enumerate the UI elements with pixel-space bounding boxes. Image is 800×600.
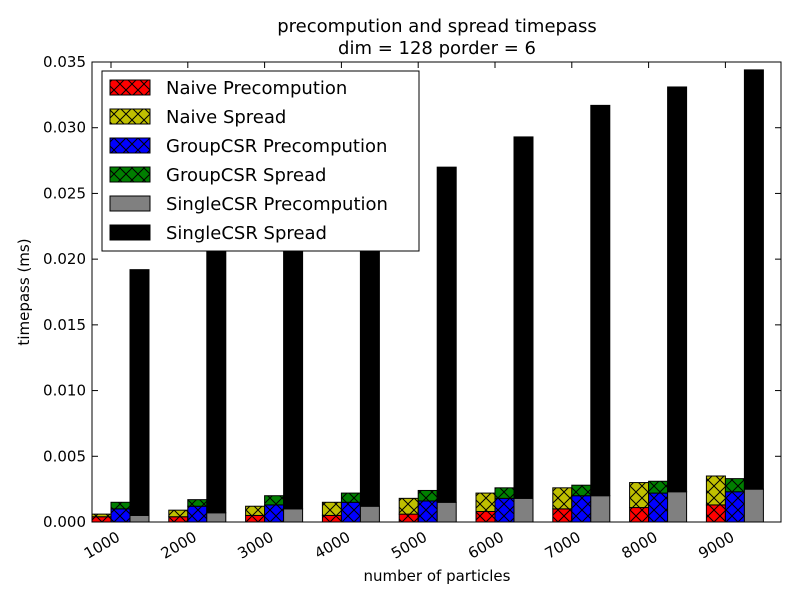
- bar-naive-spread-8000-hatch: [629, 482, 649, 508]
- legend-singlecsr-spread-label: SingleCSR Spread: [166, 223, 327, 244]
- bar-groupcsr-precompution-8000-hatch: [648, 493, 668, 522]
- bar-naive-precompution-1000-hatch: [92, 516, 111, 522]
- bar-singlecsr-spread-7000: [590, 104, 611, 497]
- bar-singlecsr-precompution-6000: [513, 497, 534, 523]
- legend: Naive Precompution Naive Spread GroupCSR P…: [101, 70, 420, 252]
- bar-naive-precompution-2000-hatch: [168, 516, 188, 522]
- bars: [91, 69, 764, 523]
- bar-naive-spread-7000-hatch: [552, 487, 572, 509]
- y-tick-label: 0.005: [43, 447, 86, 465]
- bar-naive-spread-3000-hatch: [245, 506, 265, 516]
- bar-groupcsr-spread-6000-hatch: [495, 487, 514, 499]
- bar-naive-precompution-3000-hatch: [245, 515, 265, 522]
- x-tick-label: 1000: [81, 528, 123, 563]
- bar-singlecsr-spread-8000: [667, 86, 688, 493]
- bar-singlecsr-precompution-3000: [283, 508, 304, 523]
- bar-groupcsr-spread-3000-hatch: [264, 495, 284, 505]
- chart-subtitle: dim = 128 porder = 6: [338, 38, 536, 59]
- y-tick-label: 0.035: [43, 53, 86, 71]
- y-axis: 0.000 0.005 0.010 0.015 0.020 0.025 0.030 0.035: [43, 53, 781, 531]
- bar-singlecsr-precompution-8000: [667, 491, 688, 523]
- bar-singlecsr-precompution-5000: [436, 501, 457, 523]
- bar-singlecsr-spread-3000: [283, 217, 304, 510]
- bar-groupcsr-precompution-7000-hatch: [571, 495, 591, 522]
- x-tick-label: 8000: [619, 528, 661, 563]
- bar-groupcsr-spread-2000-hatch: [187, 499, 207, 507]
- x-axis-label: number of particles: [364, 567, 511, 585]
- legend-naive-spread-label: Naive Spread: [166, 107, 286, 128]
- y-tick-label: 0.020: [43, 250, 86, 268]
- bar-naive-spread-2000-hatch: [168, 510, 188, 517]
- y-tick-label: 0.010: [43, 382, 86, 400]
- y-tick-label: 0.030: [43, 119, 86, 137]
- y-tick-label: 0.025: [43, 184, 86, 202]
- y-axis-label: timepass (ms): [15, 238, 33, 345]
- bar-groupcsr-precompution-4000-hatch: [341, 502, 361, 522]
- legend-box: [101, 70, 420, 252]
- x-tick-label: 4000: [311, 528, 353, 563]
- bar-groupcsr-precompution-6000-hatch: [495, 498, 514, 522]
- bar-singlecsr-spread-6000: [513, 136, 534, 499]
- x-tick-label: 3000: [235, 528, 277, 563]
- bar-naive-precompution-7000-hatch: [552, 508, 572, 522]
- x-tick-label: 9000: [695, 528, 737, 563]
- legend-groupcsr-spread-label: GroupCSR Spread: [166, 165, 326, 186]
- bar-naive-precompution-4000-hatch: [322, 515, 342, 522]
- bar-singlecsr-spread-5000: [436, 166, 457, 503]
- bar-singlecsr-precompution-2000: [206, 512, 227, 523]
- chart-title: precompution and spread timepass: [277, 16, 597, 37]
- bar-singlecsr-precompution-9000: [743, 488, 764, 523]
- legend-naive-precompution-label: Naive Precompution: [166, 78, 347, 99]
- bar-groupcsr-precompution-9000-hatch: [725, 491, 745, 522]
- x-tick-label: 2000: [158, 528, 200, 563]
- bar-singlecsr-spread-1000: [129, 269, 150, 516]
- x-tick-label: 7000: [542, 528, 584, 563]
- bar-singlecsr-precompution-4000: [359, 505, 380, 523]
- legend-groupcsr-precompution-label: GroupCSR Precompution: [166, 136, 387, 157]
- bar-singlecsr-precompution-1000: [129, 514, 150, 523]
- legend-naive-spread-swatch-hatch: [110, 109, 150, 124]
- y-tick-label: 0.000: [43, 513, 86, 531]
- bar-groupcsr-precompution-5000-hatch: [418, 500, 438, 522]
- bar-singlecsr-precompution-7000: [590, 495, 611, 523]
- bar-naive-precompution-6000-hatch: [476, 511, 495, 522]
- legend-singlecsr-precompution-swatch: [109, 195, 151, 212]
- bar-naive-spread-5000-hatch: [399, 498, 419, 515]
- legend-groupcsr-spread-swatch-hatch: [110, 167, 150, 182]
- bar-groupcsr-spread-4000-hatch: [341, 493, 361, 503]
- bar-naive-spread-1000-hatch: [92, 514, 111, 517]
- bar-singlecsr-spread-9000: [743, 69, 764, 490]
- bar-naive-precompution-5000-hatch: [399, 514, 419, 522]
- bar-naive-precompution-9000-hatch: [706, 504, 726, 522]
- bar-groupcsr-precompution-1000-hatch: [111, 508, 130, 522]
- bar-groupcsr-spread-7000-hatch: [571, 485, 591, 496]
- bar-singlecsr-spread-2000: [206, 234, 227, 514]
- bar-groupcsr-spread-8000-hatch: [648, 481, 668, 494]
- bar-groupcsr-spread-9000-hatch: [725, 478, 745, 492]
- legend-singlecsr-spread-swatch: [109, 224, 151, 241]
- bar-naive-spread-4000-hatch: [322, 502, 342, 516]
- bar-groupcsr-spread-5000-hatch: [418, 490, 438, 501]
- legend-naive-precompution-swatch-hatch: [110, 80, 150, 95]
- bar-naive-spread-9000-hatch: [706, 476, 726, 505]
- bar-groupcsr-precompution-3000-hatch: [264, 504, 284, 522]
- bar-naive-precompution-8000-hatch: [629, 507, 649, 522]
- plot-frame: [91, 61, 782, 523]
- y-tick-label: 0.015: [43, 316, 86, 334]
- legend-groupcsr-precompution-swatch-hatch: [110, 138, 150, 153]
- legend-singlecsr-precompution-label: SingleCSR Precompution: [166, 194, 388, 215]
- bar-groupcsr-spread-1000-hatch: [111, 502, 130, 509]
- x-tick-label: 6000: [465, 528, 507, 563]
- bar-naive-spread-6000-hatch: [476, 493, 495, 512]
- bar-groupcsr-precompution-2000-hatch: [187, 506, 207, 522]
- x-tick-label: 5000: [388, 528, 430, 563]
